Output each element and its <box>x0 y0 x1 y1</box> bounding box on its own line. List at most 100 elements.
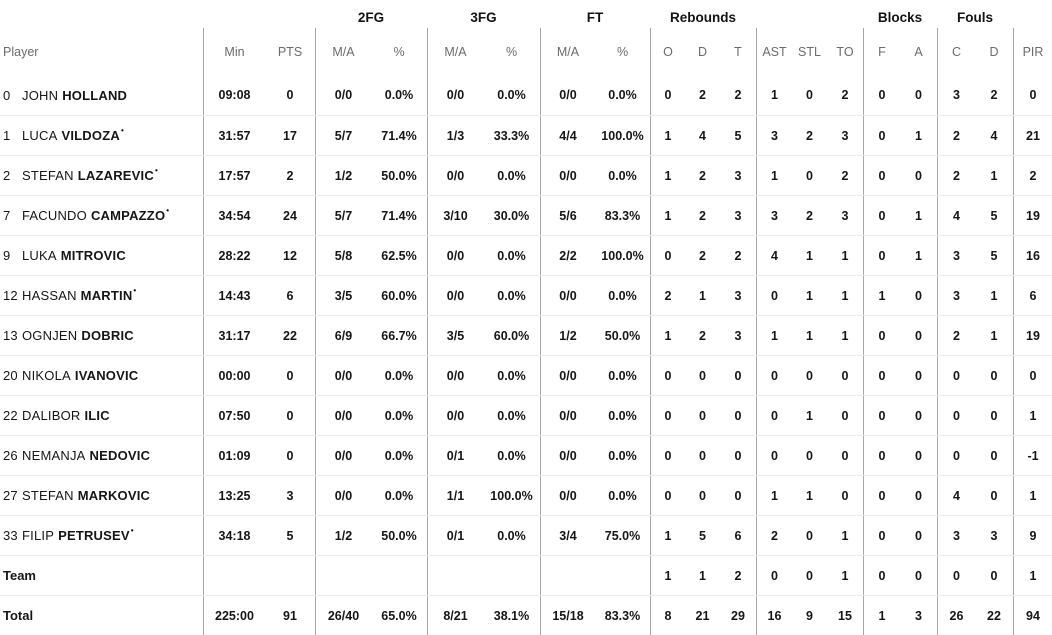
cell-assists: 0 <box>756 356 792 395</box>
cell-ft-made-att: 0/0 <box>540 436 595 475</box>
cell-assists: 1 <box>756 316 792 355</box>
group-header-3fg: 3FG <box>470 10 497 25</box>
cell-ft-made-att <box>540 556 595 595</box>
cell-blocks-against: 0 <box>915 568 922 583</box>
cell-turnovers: 0 <box>841 488 849 503</box>
cell-reb-def: 5 <box>699 528 706 543</box>
group-header-fouls: Fouls <box>957 10 993 25</box>
cell-ft-made-att: 15/18 <box>540 596 595 635</box>
cell-3fg-made-att: 0/0 <box>427 75 483 115</box>
player-cell[interactable]: 27 STEFAN MARKOVIC <box>0 476 203 515</box>
cell-2fg-made-att: 1/2 <box>315 516 371 555</box>
jersey-number: 27 <box>3 488 18 503</box>
player-cell[interactable]: 1 LUCA VILDOZA • <box>0 116 203 155</box>
player-cell[interactable]: 20 NIKOLA IVANOVIC <box>0 356 203 395</box>
cell-turnovers: 0 <box>841 408 849 423</box>
player-cell[interactable]: 2 STEFAN LAZAREVIC • <box>0 156 203 195</box>
cell-min: 01:09 <box>203 436 265 475</box>
cell-min: 34:54 <box>203 196 265 235</box>
cell-2fg-pct: 50.0% <box>381 168 417 183</box>
player-first-name: JOHN <box>22 87 59 103</box>
cell-blocks-favor: 0 <box>863 116 900 155</box>
cell-fouls-committed: 3 <box>937 516 975 555</box>
player-cell[interactable]: 0 JOHN HOLLAND <box>0 75 203 115</box>
cell-3fg-pct: 0.0% <box>497 168 526 183</box>
player-last-name: ILIC <box>84 408 110 423</box>
cell-assists: 4 <box>756 236 792 275</box>
cell-steals: 0 <box>806 368 813 383</box>
cell-pir: 1 <box>1013 396 1052 435</box>
player-first-name: STEFAN <box>22 488 74 503</box>
col-3fg-ma: M/A <box>427 28 483 75</box>
cell-min: 31:57 <box>203 116 265 155</box>
cell-fouls-committed: 3 <box>937 75 975 115</box>
cell-blocks-against: 0 <box>915 528 922 543</box>
cell-3fg-made-att: 0/0 <box>427 396 483 435</box>
cell-min: 17:57 <box>203 156 265 195</box>
cell-reb-off: 0 <box>650 356 685 395</box>
cell-blocks-favor: 0 <box>863 236 900 275</box>
cell-pts: 0 <box>286 368 294 383</box>
cell-2fg-made-att: 1/2 <box>315 156 371 195</box>
player-cell[interactable]: 12 HASSAN MARTIN • <box>0 276 203 315</box>
player-first-name: FACUNDO <box>22 208 87 223</box>
cell-reb-def: 0 <box>699 408 706 423</box>
player-row: 1 LUCA VILDOZA • 31:57 17 5/7 71.4% 1/3 33.3% 4/4 1… <box>0 115 1052 155</box>
cell-3fg-made-att: 0/0 <box>427 236 483 275</box>
cell-ft-made-att: 3/4 <box>540 516 595 555</box>
stat-group-header-row: 2FG 3FG FT Rebounds Blocks Fouls <box>0 0 1052 28</box>
jersey-number: 33 <box>3 528 18 543</box>
cell-fouls-drawn: 0 <box>990 568 998 583</box>
player-cell[interactable]: 9 LUKA MITROVIC <box>0 236 203 275</box>
cell-reb-def: 2 <box>699 248 706 263</box>
player-row: 33 FILIP PETRUSEV • 34:18 5 1/2 50.0% 0/1 0.0% 3/4… <box>0 515 1052 555</box>
player-cell[interactable]: 22 DALIBOR ILIC <box>0 396 203 435</box>
cell-2fg-pct: 0.0% <box>384 488 414 503</box>
cell-blocks-favor: 1 <box>863 276 900 315</box>
cell-3fg-made-att: 0/1 <box>427 516 483 555</box>
cell-3fg-pct: 60.0% <box>493 328 530 343</box>
cell-assists: 0 <box>756 396 792 435</box>
cell-reb-off: 0 <box>650 436 685 475</box>
player-cell[interactable]: 7 FACUNDO CAMPAZZO • <box>0 196 203 235</box>
cell-ft-pct: 0.0% <box>608 88 637 102</box>
cell-turnovers: 1 <box>841 288 849 303</box>
cell-reb-off: 0 <box>650 396 685 435</box>
cell-ft-made-att: 2/2 <box>540 236 595 275</box>
cell-2fg-pct: 0.0% <box>384 448 414 463</box>
cell-fouls-committed: 3 <box>937 236 975 275</box>
cell-ft-made-att: 1/2 <box>540 316 595 355</box>
col-reb-o: O <box>650 28 685 75</box>
starter-mark: • <box>133 286 137 295</box>
player-first-name: OGNJEN <box>22 328 78 343</box>
player-cell[interactable]: 13 OGNJEN DOBRIC <box>0 316 203 355</box>
cell-blocks-against: 1 <box>915 248 922 263</box>
cell-reb-off: 1 <box>650 316 685 355</box>
cell-3fg-made-att: 8/21 <box>427 596 483 635</box>
cell-2fg-made-att: 0/0 <box>315 476 371 515</box>
cell-fouls-committed: 2 <box>937 156 975 195</box>
player-cell[interactable]: 33 FILIP PETRUSEV • <box>0 516 203 555</box>
cell-blocks-favor: 0 <box>863 196 900 235</box>
cell-3fg-made-att: 3/10 <box>427 196 483 235</box>
cell-fouls-drawn: 0 <box>990 448 998 463</box>
cell-blocks-favor: 1 <box>863 596 900 635</box>
cell-reb-def: 0 <box>699 488 706 503</box>
player-row: 7 FACUNDO CAMPAZZO • 34:54 24 5/7 71.4% 3/10 30.0… <box>0 195 1052 235</box>
cell-3fg-made-att: 0/0 <box>427 276 483 315</box>
cell-fouls-drawn: 1 <box>990 288 998 303</box>
cell-pir: 1 <box>1013 556 1052 595</box>
cell-reb-total: 3 <box>734 288 742 303</box>
cell-assists: 3 <box>756 116 792 155</box>
cell-pts: 0 <box>286 408 294 423</box>
row-label: Total <box>3 608 34 623</box>
cell-reb-off: 1 <box>650 156 685 195</box>
cell-steals: 1 <box>806 248 813 263</box>
jersey-number: 9 <box>3 248 11 263</box>
cell-fouls-committed: 4 <box>937 476 975 515</box>
cell-steals: 0 <box>806 568 813 583</box>
cell-fouls-drawn: 4 <box>990 128 998 143</box>
cell-turnovers: 15 <box>838 608 852 623</box>
player-cell[interactable]: 26 NEMANJA NEDOVIC <box>0 436 203 475</box>
cell-2fg-made-att: 0/0 <box>315 75 371 115</box>
